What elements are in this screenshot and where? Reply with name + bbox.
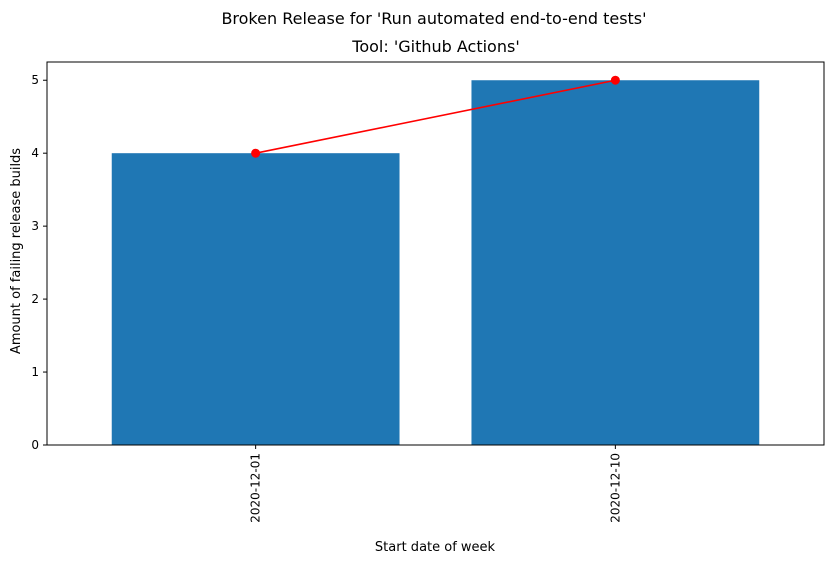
y-tick-label: 2 xyxy=(31,292,39,306)
series-line xyxy=(255,79,616,154)
chart-subtitle: Tool: 'Github Actions' xyxy=(351,37,519,56)
y-tick-label: 1 xyxy=(31,365,39,379)
y-axis-label: Amount of failing release builds xyxy=(9,148,24,354)
y-tick-label: 4 xyxy=(31,146,39,160)
data-point xyxy=(610,75,620,85)
y-tick-label: 0 xyxy=(31,438,39,452)
y-tick-label: 5 xyxy=(31,73,39,87)
plot-area: 0 1 2 3 4 5 2020-12-01 2020-12-10 xyxy=(31,61,825,523)
axes-frame xyxy=(46,61,825,446)
bar xyxy=(111,153,400,445)
data-point xyxy=(251,148,261,158)
x-tick-label: 2020-12-10 xyxy=(608,453,622,523)
x-axis-label: Start date of week xyxy=(375,540,496,555)
bar xyxy=(471,80,760,445)
y-tick-label: 3 xyxy=(31,219,39,233)
chart-title: Broken Release for 'Run automated end-to… xyxy=(221,9,646,28)
x-tick-label: 2020-12-01 xyxy=(249,453,263,523)
